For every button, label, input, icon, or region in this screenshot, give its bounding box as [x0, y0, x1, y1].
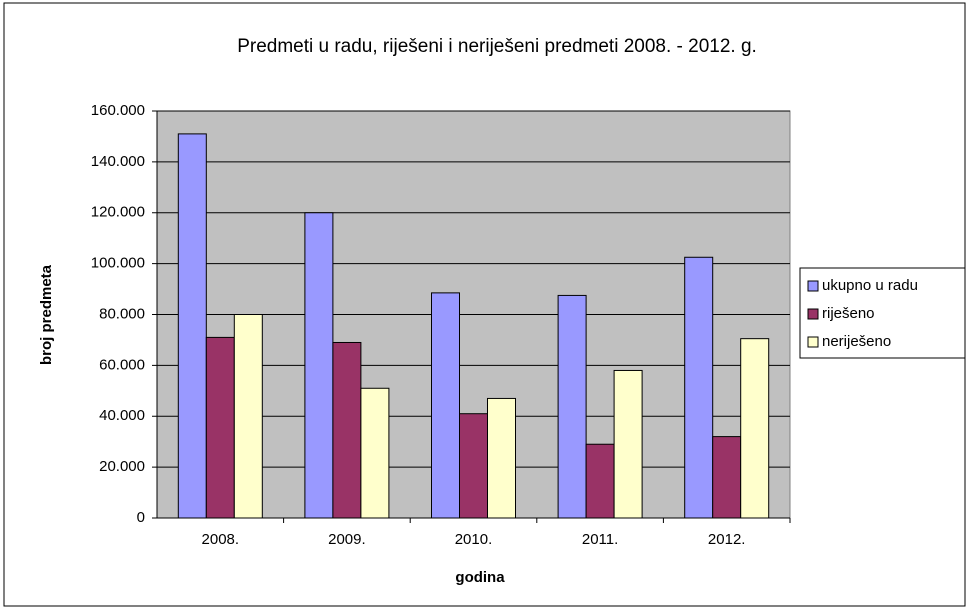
y-tick-label: 140.000: [91, 153, 145, 170]
x-tick-label: 2009.: [328, 531, 366, 548]
bar: [431, 292, 460, 519]
bar: [233, 314, 263, 519]
legend-label: ukupno u radu: [822, 277, 918, 294]
y-tick-label: 120.000: [91, 204, 145, 221]
legend-box: [799, 267, 966, 359]
bar: [684, 256, 714, 519]
legend-swatch: [807, 308, 819, 320]
y-tick-label: 80.000: [99, 305, 145, 322]
x-tick-label: 2011.: [582, 531, 618, 548]
y-axis-title: broj predmeta: [38, 264, 55, 365]
bar: [177, 133, 207, 519]
y-tick-label: 0: [137, 509, 145, 526]
y-tick-label: 100.000: [91, 255, 145, 272]
legend-label: neriješeno: [822, 333, 891, 350]
x-axis-title: godina: [455, 569, 505, 586]
y-tick-label: 40.000: [99, 407, 145, 424]
bar: [332, 341, 362, 519]
y-tick-label: 160.000: [91, 102, 145, 119]
bar: [304, 212, 334, 519]
x-tick-label: 2010.: [455, 531, 493, 548]
legend-swatch: [807, 280, 819, 292]
legend-swatch: [807, 336, 819, 348]
bar: [740, 338, 770, 519]
bar: [585, 443, 615, 519]
legend-label: riješeno: [822, 305, 875, 322]
y-tick-label: 20.000: [99, 458, 145, 475]
x-tick-label: 2012.: [708, 531, 746, 548]
chart-title: Predmeti u radu, riješeni i neriješeni p…: [237, 36, 757, 57]
bar: [557, 294, 587, 519]
bar: [487, 397, 516, 519]
bar: [360, 387, 390, 519]
y-tick-label: 60.000: [99, 356, 145, 373]
x-tick-label: 2008.: [202, 531, 240, 548]
bar: [712, 436, 742, 519]
bar: [459, 413, 488, 519]
bar: [205, 336, 235, 519]
bar: [613, 369, 643, 519]
